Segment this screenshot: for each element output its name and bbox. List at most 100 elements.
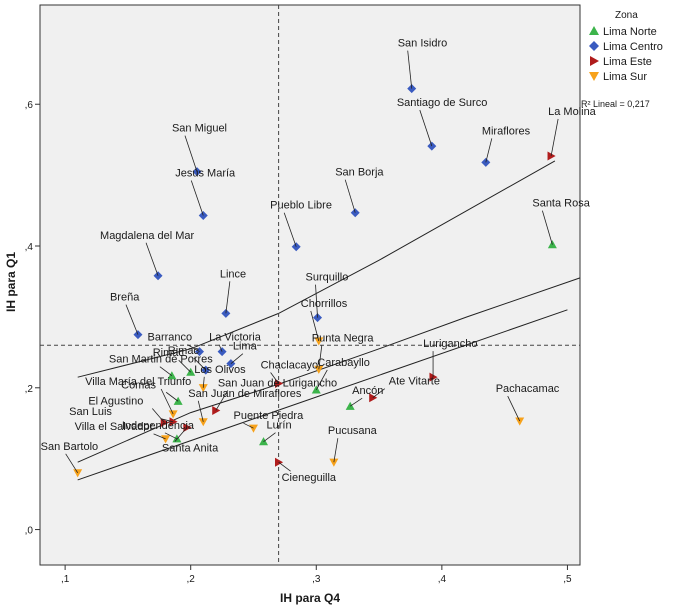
label-leader [125, 304, 139, 335]
label-barranco: Barranco [147, 332, 192, 344]
label-leader [160, 388, 174, 415]
label-lurin: Lurín [267, 420, 292, 432]
label-leader [184, 135, 198, 172]
label-leader [372, 388, 386, 399]
y-tick-label: ,6 [25, 100, 34, 111]
label-punta-negra: Punta Negra [312, 332, 375, 344]
label-pachacamac: Pachacamac [496, 383, 560, 395]
x-tick-label: ,2 [187, 574, 196, 585]
x-tick-label: ,3 [312, 574, 321, 585]
label-leader [550, 118, 559, 157]
point-lurigancho [429, 372, 438, 382]
label-santa-anita: Santa Anita [162, 442, 219, 454]
label-san-isidro: San Isidro [398, 38, 448, 50]
label-leader [485, 138, 493, 163]
label-leader [407, 50, 413, 89]
label-leader [315, 284, 318, 318]
label-leader [310, 310, 320, 342]
label-leader [215, 390, 229, 411]
label-leader [218, 344, 223, 352]
label-los-olivos: Los Olivos [194, 364, 246, 376]
point-san-juan-de-miraflores [198, 418, 208, 427]
legend-marker-lima-este [590, 56, 599, 66]
label-lima: Lima [233, 341, 258, 353]
label-cieneguilla: Cieneguilla [282, 472, 337, 484]
label-san-luis: San Luis [69, 406, 112, 418]
point-independencia [172, 434, 182, 443]
label-ate-vitarte: Ate Vitarte [389, 376, 440, 388]
label-leader [419, 109, 433, 147]
label-leader [164, 432, 178, 440]
label-carabayllo: Carabayllo [317, 357, 370, 369]
x-tick-label: ,1 [61, 574, 70, 585]
label-leader [193, 357, 207, 371]
legend-title: Zona [615, 10, 638, 21]
point-san-bartolo [73, 469, 83, 478]
label-ancon: Ancón [352, 385, 383, 397]
label-leader [263, 432, 276, 442]
point-pachacamac [515, 417, 525, 426]
label-el-agustino: El Agustino [88, 396, 143, 408]
label-san-juan-de-miraflores: San Juan de Miraflores [188, 388, 302, 400]
x-tick-label: ,5 [563, 574, 572, 585]
label-leader [152, 408, 165, 423]
label-leader [243, 422, 254, 429]
label-leader [190, 180, 204, 216]
label-pucusana: Pucusana [328, 425, 378, 437]
label-magdalena-del-mar: Magdalena del Mar [100, 230, 195, 242]
label-leader [159, 366, 173, 377]
legend-marker-lima-sur [589, 72, 599, 81]
label-leader [145, 242, 159, 276]
label-leader [187, 344, 200, 352]
legend-marker-lima-norte [589, 26, 599, 35]
label-san-miguel: San Miguel [172, 123, 227, 135]
label-leader [65, 453, 79, 474]
x-tick-label: ,4 [438, 574, 447, 585]
label-san-juan-de-lurigancho: San Juan de Lurigancho [218, 377, 337, 389]
axes: ,1 ,2 ,3 ,4 ,5 ,0 ,2 ,4 ,6 [25, 100, 572, 585]
legend-entry-lima-este: Lima Este [603, 56, 652, 68]
label-villa-el-salvador: Villa el Salvador [75, 421, 154, 433]
label-comas: Comas [121, 379, 156, 391]
plot-area [39, 4, 581, 566]
reference-lines [40, 5, 580, 565]
point-chorrillos [314, 337, 324, 346]
label-rimac: Rimac [168, 345, 200, 357]
label-brena: Breña [110, 292, 140, 304]
label-miraflores: Miraflores [482, 125, 531, 137]
label-leader [178, 359, 191, 373]
label-lince: Lince [220, 268, 246, 280]
label-san-bartolo: San Bartolo [41, 441, 98, 453]
x-axis-title: IH para Q4 [280, 591, 340, 605]
label-chaclacayo: Chaclacayo [261, 360, 318, 372]
point-villa-maria-del-triunfo [168, 410, 178, 419]
label-leader [278, 461, 291, 472]
label-leader [283, 212, 297, 247]
point-villa-el-salvador [161, 435, 171, 444]
y-tick-label: ,4 [25, 242, 34, 253]
point-puente-piedra [248, 424, 258, 433]
y-axis-title: IH para Q1 [4, 252, 18, 312]
point-san-luis [169, 417, 178, 427]
fit-line [77, 309, 568, 481]
label-pueblo-libre: Pueblo Libre [270, 200, 332, 212]
label-san-martin-de-porres: San Martin de Porres [109, 354, 213, 366]
point-labels: Santa Rosa San Martin de Porres Comas Rimac… [41, 38, 597, 485]
label-leader [153, 433, 166, 440]
label-puente-piedra: Puente Piedra [233, 410, 304, 422]
label-independencia: Independencia [122, 420, 195, 432]
label-rimac: Rimac [153, 347, 185, 359]
label-villa-maria-del-triunfo: Villa María del Triunfo [85, 376, 191, 388]
point-punta-negra [314, 365, 324, 374]
label-santiago-de-surco: Santiago de Surco [397, 97, 488, 109]
legend-entry-lima-centro: Lima Centro [603, 41, 663, 53]
label-leader [197, 400, 204, 422]
legend: Zona Lima Norte Lima Centro Lima Este Lima S… [589, 10, 663, 83]
y-tick-label: ,2 [25, 384, 34, 395]
label-surquillo: Surquillo [306, 272, 349, 284]
legend-entry-lima-norte: Lima Norte [603, 26, 657, 38]
label-leader [161, 418, 174, 423]
label-san-borja: San Borja [335, 167, 384, 179]
label-la-victoria: La Victoria [209, 332, 262, 344]
